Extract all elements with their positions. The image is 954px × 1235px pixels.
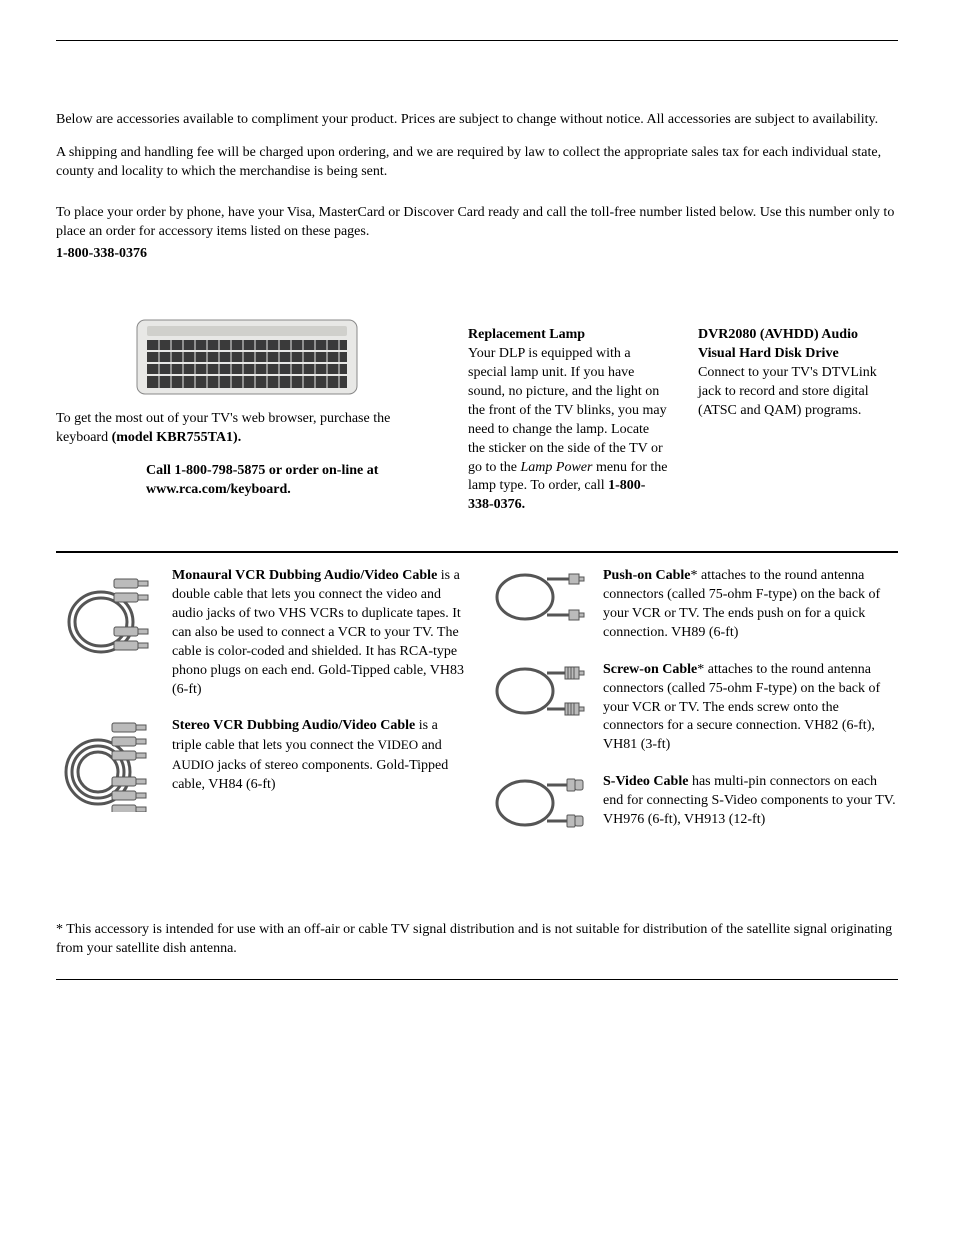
- screwon-title: Screw-on Cable: [603, 662, 697, 677]
- footnote-body: This accessory is intended for use with …: [56, 922, 892, 956]
- pushon-cable-icon: [487, 567, 587, 627]
- top-rule: [56, 40, 898, 41]
- keyboard-model: (model KBR755TA1).: [112, 430, 242, 445]
- lamp-text: Replacement Lamp Your DLP is equipped wi…: [468, 326, 668, 515]
- lamp-column: Replacement Lamp Your DLP is equipped wi…: [468, 312, 668, 529]
- screwon-cable-icon: [487, 661, 587, 721]
- dvr-body: Connect to your TV's DTVLink jack to rec…: [698, 365, 877, 418]
- monaural-cable-icon: [56, 567, 156, 662]
- phone-order-number: 1-800-338-0376: [56, 245, 898, 264]
- lamp-italic: Lamp Power: [521, 460, 593, 475]
- dvr-title: DVR2080 (AVHDD) Audio Visual Hard Disk D…: [698, 327, 858, 361]
- monaural-text: Monaural VCR Dubbing Audio/Video Cable i…: [172, 567, 467, 699]
- item-monaural: Monaural VCR Dubbing Audio/Video Cable i…: [56, 567, 467, 699]
- left-items-column: Monaural VCR Dubbing Audio/Video Cable i…: [56, 567, 467, 851]
- item-stereo: Stereo VCR Dubbing Audio/Video Cable is …: [56, 717, 467, 812]
- monaural-body: is a double cable that lets you connect …: [172, 568, 464, 696]
- lamp-body-pre: Your DLP is equipped with a special lamp…: [468, 346, 667, 474]
- phone-order-block: To place your order by phone, have your …: [56, 204, 898, 265]
- pushon-star: *: [691, 568, 698, 583]
- stereo-mid: and: [418, 738, 442, 753]
- pushon-text: Push-on Cable* attaches to the round ant…: [603, 567, 898, 643]
- stereo-audio: AUDIO: [172, 757, 214, 772]
- svideo-cable-icon: [487, 773, 587, 833]
- keyboard-icon: [132, 312, 362, 402]
- keyboard-column: To get the most out of your TV's web bro…: [56, 312, 438, 529]
- svideo-text: S-Video Cable has multi-pin connectors o…: [603, 773, 898, 833]
- monaural-title: Monaural VCR Dubbing Audio/Video Cable: [172, 568, 437, 583]
- upper-columns: To get the most out of your TV's web bro…: [56, 312, 898, 529]
- stereo-cable-icon: [56, 717, 156, 812]
- stereo-text: Stereo VCR Dubbing Audio/Video Cable is …: [172, 717, 467, 812]
- item-pushon: Push-on Cable* attaches to the round ant…: [487, 567, 898, 643]
- item-screwon: Screw-on Cable* attaches to the round an…: [487, 661, 898, 755]
- svideo-title: S-Video Cable: [603, 774, 688, 789]
- intro-block: Below are accessories available to compl…: [56, 111, 898, 182]
- footnote-star: *: [56, 922, 63, 937]
- intro-p2: A shipping and handling fee will be char…: [56, 144, 898, 182]
- stereo-video: VIDEO: [378, 737, 418, 752]
- dvr-column: DVR2080 (AVHDD) Audio Visual Hard Disk D…: [698, 312, 898, 529]
- right-items-column: Push-on Cable* attaches to the round ant…: [487, 567, 898, 851]
- item-svideo: S-Video Cable has multi-pin connectors o…: [487, 773, 898, 833]
- keyboard-note: To get the most out of your TV's web bro…: [56, 410, 438, 448]
- intro-p1: Below are accessories available to compl…: [56, 111, 898, 130]
- thick-rule: [56, 551, 898, 553]
- dvr-text: DVR2080 (AVHDD) Audio Visual Hard Disk D…: [698, 326, 898, 420]
- stereo-title: Stereo VCR Dubbing Audio/Video Cable: [172, 718, 415, 733]
- phone-order-text: To place your order by phone, have your …: [56, 204, 898, 242]
- footnote: * This accessory is intended for use wit…: [56, 921, 898, 959]
- lamp-title: Replacement Lamp: [468, 327, 585, 342]
- lower-columns: Monaural VCR Dubbing Audio/Video Cable i…: [56, 567, 898, 851]
- screwon-text: Screw-on Cable* attaches to the round an…: [603, 661, 898, 755]
- stereo-body-post: jacks of stereo components. Gold-Tipped …: [172, 758, 448, 792]
- bottom-rule: [56, 979, 898, 980]
- pushon-title: Push-on Cable: [603, 568, 691, 583]
- keyboard-call: Call 1-800-798-5875 or order on-line at …: [146, 462, 438, 500]
